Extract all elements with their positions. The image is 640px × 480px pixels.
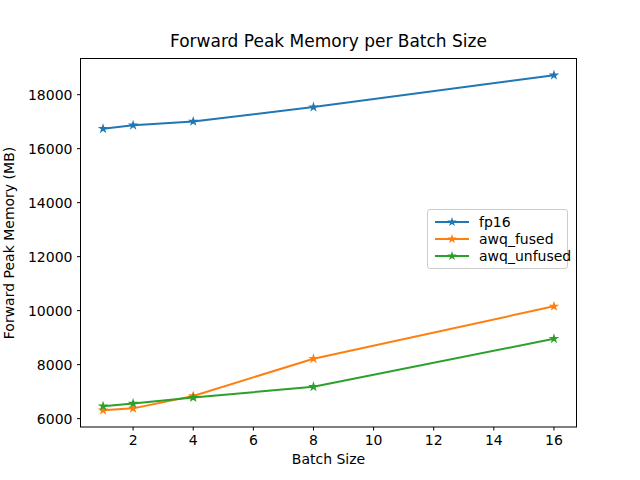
legend-label: awq_unfused: [479, 249, 571, 263]
x-tick-label: 2: [129, 432, 138, 448]
chart-figure: 2 4 6 8 10 12 14 16 6000 8000 10000 12000 14000 16000…: [0, 0, 640, 480]
x-tick-label: 14: [485, 432, 503, 448]
y-tick-label: 8000: [37, 357, 73, 373]
legend-item-awq-unfused: awq_unfused: [433, 248, 559, 265]
x-tick-label: 16: [545, 432, 563, 448]
series-line-awq_unfused: [103, 339, 554, 406]
series-line-fp16: [103, 75, 554, 128]
x-tick-label: 4: [189, 432, 198, 448]
legend-item-awq-fused: awq_fused: [433, 230, 559, 247]
data-point-marker: [549, 333, 559, 343]
x-axis-label: Batch Size: [80, 451, 577, 467]
legend: fp16 awq_fused awq_unfused: [427, 209, 568, 269]
x-tick-label: 10: [365, 432, 383, 448]
y-tick-label: 14000: [28, 195, 73, 211]
y-tick-label: 12000: [28, 249, 73, 265]
x-tick-label: 6: [249, 432, 258, 448]
x-tick-label: 12: [425, 432, 443, 448]
y-tick-label: 16000: [28, 141, 73, 157]
legend-line-sample-icon: [433, 216, 471, 228]
chart-title: Forward Peak Memory per Batch Size: [80, 31, 577, 51]
data-point-marker: [549, 70, 559, 80]
x-tick-label: 8: [309, 432, 318, 448]
data-point-marker: [549, 301, 559, 311]
y-tick-label: 18000: [28, 87, 73, 103]
legend-item-fp16: fp16: [433, 213, 559, 230]
y-axis-label-text: Forward Peak Memory (MB): [1, 147, 17, 339]
legend-line-sample-icon: [433, 250, 471, 262]
y-tick-label: 10000: [28, 303, 73, 319]
legend-label: fp16: [479, 215, 511, 229]
y-axis-label: Forward Peak Memory (MB): [17, 229, 31, 243]
legend-label: awq_fused: [479, 232, 554, 246]
legend-line-sample-icon: [433, 233, 471, 245]
y-tick-label: 6000: [37, 411, 73, 427]
series-line-awq_fused: [103, 306, 554, 410]
